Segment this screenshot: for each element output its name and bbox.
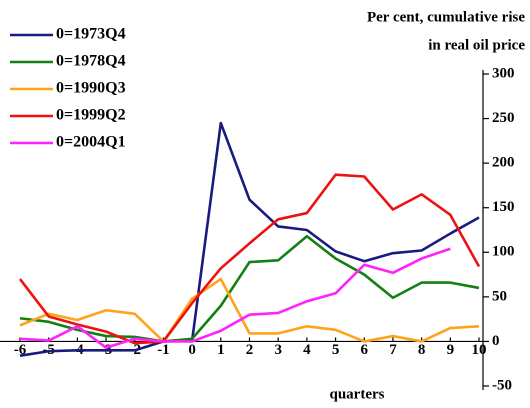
- x-tick-label: -1: [157, 342, 170, 358]
- x-tick-label: 4: [303, 342, 311, 358]
- x-tick-label: 0: [188, 342, 196, 358]
- legend-label: 0=1978Q4: [56, 53, 126, 70]
- series-line: [18, 173, 481, 345]
- series-line: [19, 234, 480, 343]
- y-axis-label: in real oil price: [428, 37, 525, 53]
- x-tick-label: 5: [332, 342, 340, 358]
- x-tick-label: 7: [389, 342, 397, 358]
- series-line: [19, 247, 451, 349]
- y-tick-label: 300: [492, 65, 515, 81]
- series-line: [19, 277, 480, 343]
- x-tick-label: 1: [217, 342, 225, 358]
- legend-label: 0=2004Q1: [56, 134, 126, 151]
- legend-label: 0=1990Q3: [56, 80, 126, 97]
- y-tick-label: -50: [492, 377, 512, 393]
- x-tick-label: 8: [418, 342, 426, 358]
- legend-label: 0=1973Q4: [56, 26, 126, 43]
- y-tick-label: 100: [492, 244, 515, 260]
- x-tick-label: 6: [361, 342, 369, 358]
- x-axis-label: quarters: [330, 386, 385, 402]
- y-tick-label: 50: [492, 288, 507, 304]
- y-tick-label: 250: [492, 110, 515, 126]
- y-tick-label: 150: [492, 199, 515, 215]
- y-tick-label: 200: [492, 155, 515, 171]
- legend-label: 0=1999Q2: [56, 107, 126, 124]
- x-tick-label: -5: [42, 342, 55, 358]
- y-tick-label: 0: [492, 333, 500, 349]
- y-axis-label: Per cent, cumulative rise: [367, 9, 525, 25]
- x-tick-label: 3: [274, 342, 282, 358]
- series-line: [19, 121, 480, 357]
- x-tick-label: 9: [447, 342, 455, 358]
- x-tick-label: 2: [246, 342, 254, 358]
- x-tick-label: 10: [472, 342, 487, 358]
